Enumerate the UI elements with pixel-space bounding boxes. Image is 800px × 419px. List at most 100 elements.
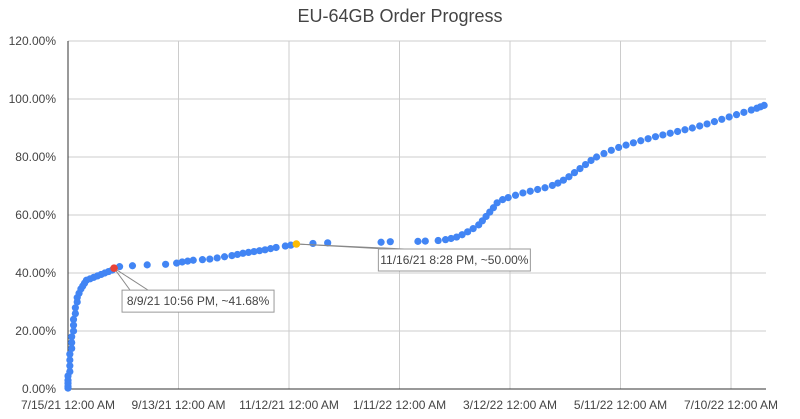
data-point — [324, 239, 332, 247]
data-point — [281, 242, 289, 250]
data-point — [66, 350, 74, 358]
data-point — [607, 146, 615, 154]
y-tick-label: 120.00% — [9, 34, 57, 48]
data-point — [441, 236, 450, 244]
data-point — [68, 339, 76, 347]
data-point — [272, 243, 280, 252]
data-point — [266, 245, 275, 253]
data-point — [570, 169, 579, 177]
data-point — [760, 101, 768, 109]
x-tick-label: 7/15/21 12:00 AM — [21, 398, 115, 412]
data-point — [458, 231, 466, 239]
data-point — [239, 249, 247, 257]
data-point — [178, 258, 186, 266]
data-point — [255, 247, 264, 255]
data-point — [703, 120, 711, 128]
data-point — [464, 228, 472, 236]
x-tick-label: 11/12/21 12:00 AM — [239, 398, 339, 412]
data-point — [681, 126, 689, 134]
x-tick-label: 5/11/22 12:00 AM — [574, 398, 667, 412]
data-point — [696, 122, 704, 130]
callouts: 8/9/21 10:56 PM, ~41.68% 11/16/21 8:28 PM… — [110, 240, 531, 313]
data-point — [725, 113, 733, 121]
data-point — [581, 160, 590, 169]
data-point — [68, 344, 76, 352]
data-point — [128, 262, 137, 270]
data-points — [64, 101, 768, 392]
data-point — [710, 118, 719, 126]
data-point — [469, 225, 477, 233]
x-tick-labels: 7/15/21 12:00 AM 9/13/21 12:00 AM 11/12/21… — [21, 398, 778, 412]
data-point — [69, 315, 78, 323]
data-point — [162, 260, 170, 268]
data-point — [261, 246, 269, 254]
data-point — [666, 129, 674, 137]
data-point — [66, 368, 74, 376]
data-point — [622, 141, 630, 149]
data-point — [143, 261, 151, 269]
data-point — [615, 143, 623, 152]
data-point — [189, 256, 197, 264]
x-tick-label: 3/12/22 12:00 AM — [463, 398, 557, 412]
y-tick-label: 40.00% — [15, 266, 56, 280]
grid-lines — [68, 40, 766, 389]
data-point — [213, 254, 221, 262]
data-point — [592, 153, 601, 161]
data-point — [673, 127, 682, 136]
data-point — [629, 139, 637, 147]
data-point — [71, 304, 79, 312]
data-point — [377, 238, 385, 246]
highlight-point — [292, 240, 301, 248]
axes — [67, 41, 766, 390]
data-point — [651, 133, 660, 141]
data-point — [747, 106, 755, 114]
data-point — [637, 137, 645, 145]
x-tick-label: 1/11/22 12:00 AM — [353, 398, 446, 412]
data-point — [386, 238, 394, 246]
data-point — [173, 259, 181, 267]
data-point — [489, 204, 498, 212]
data-point — [66, 356, 74, 364]
callout-leader — [113, 267, 131, 291]
data-point — [309, 239, 317, 248]
data-point — [493, 199, 501, 207]
data-point — [250, 247, 258, 256]
data-point — [206, 255, 214, 263]
y-tick-label: 60.00% — [15, 208, 56, 222]
data-point — [447, 234, 455, 243]
data-point — [69, 321, 78, 329]
data-point — [198, 256, 207, 264]
data-point — [228, 252, 236, 260]
callout-leader — [296, 243, 405, 250]
data-point — [659, 131, 667, 139]
data-point — [718, 115, 726, 123]
data-point — [554, 179, 562, 187]
data-point — [576, 165, 584, 173]
data-point — [499, 196, 507, 204]
data-point — [421, 237, 429, 245]
data-point — [559, 176, 568, 184]
data-point — [600, 149, 608, 158]
data-point — [434, 236, 442, 245]
data-point — [504, 194, 512, 202]
y-tick-label: 20.00% — [15, 324, 56, 338]
callout-box — [121, 289, 275, 313]
data-point — [220, 253, 229, 261]
data-point — [548, 181, 556, 190]
y-tick-label: 80.00% — [15, 150, 56, 164]
data-point — [233, 250, 242, 259]
data-point — [68, 333, 76, 341]
data-point — [519, 189, 527, 197]
x-tick-label: 9/13/21 12:00 AM — [131, 398, 225, 412]
data-point — [244, 248, 253, 257]
data-point — [526, 187, 534, 195]
data-point — [414, 237, 422, 245]
data-point — [740, 108, 748, 116]
data-point — [71, 310, 79, 318]
chart-title: EU-64GB Order Progress — [297, 6, 502, 26]
data-point — [644, 135, 652, 143]
highlight-point — [110, 264, 118, 272]
callout-box — [377, 248, 531, 272]
